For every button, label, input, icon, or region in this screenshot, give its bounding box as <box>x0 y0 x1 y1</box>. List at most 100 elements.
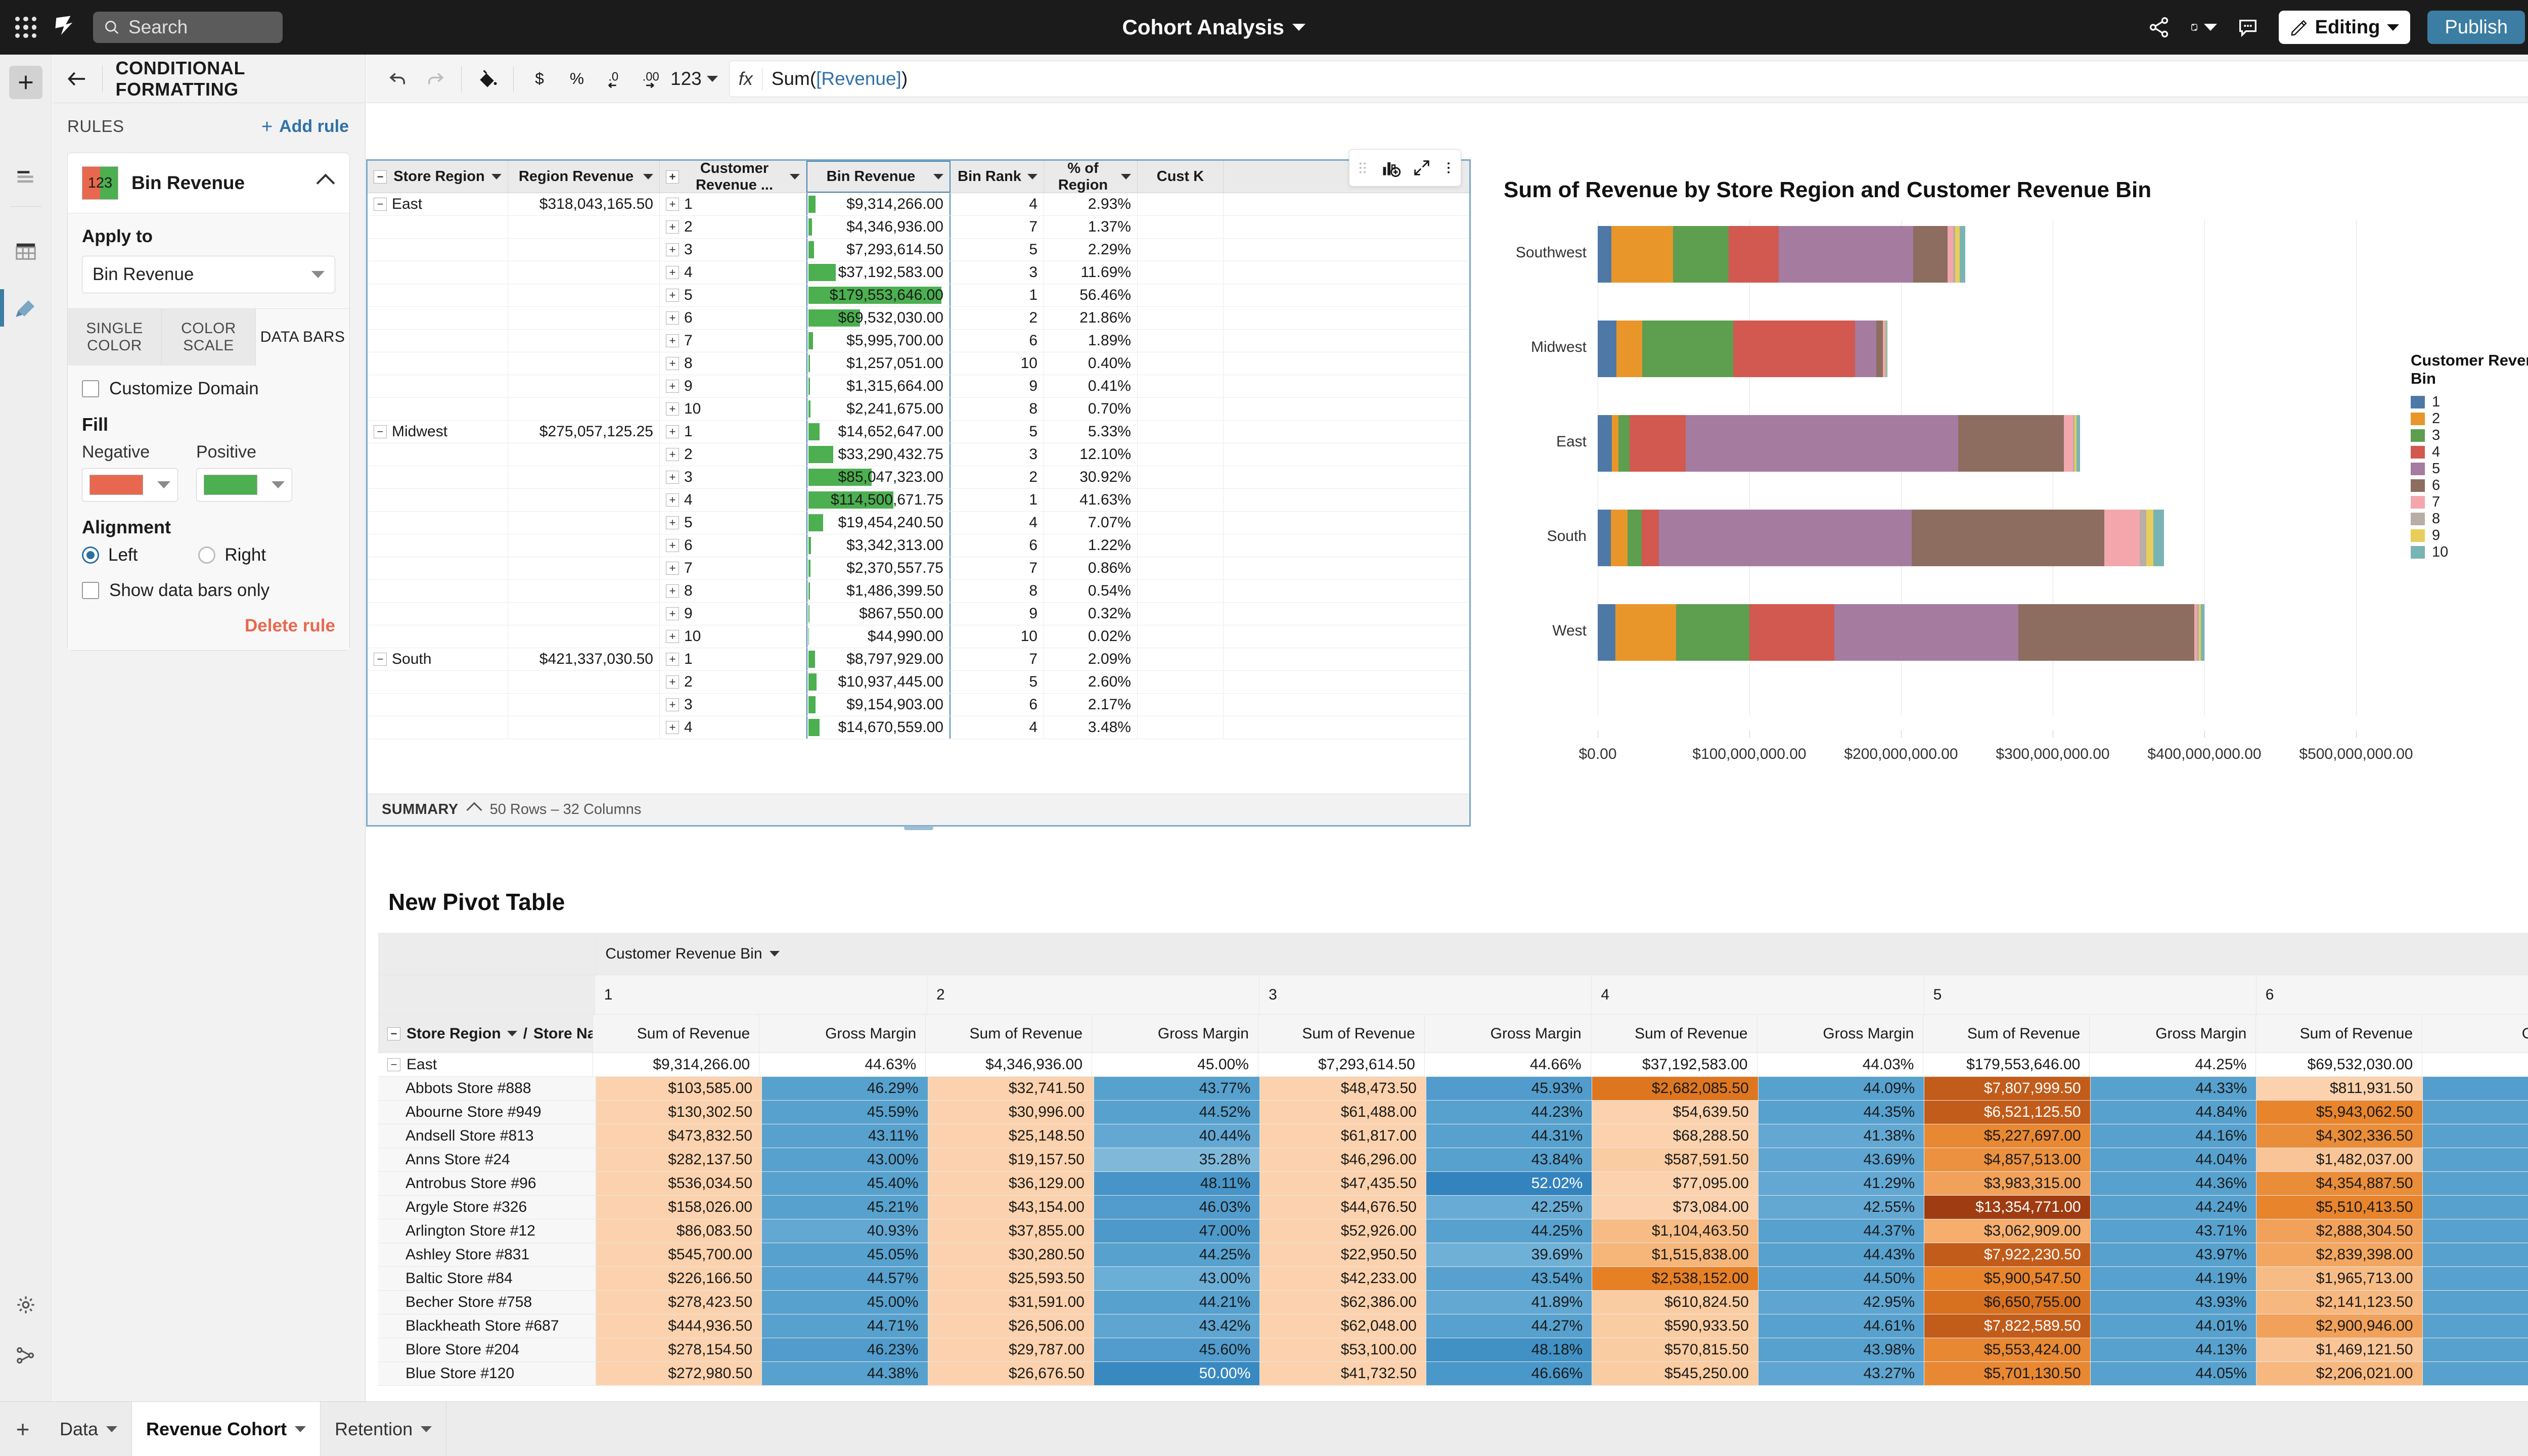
cell-region-revenue[interactable] <box>508 557 660 579</box>
table-row[interactable]: +2 $10,937,445.00 5 2.60% <box>368 671 1469 694</box>
pivot-region-cell[interactable]: − East <box>378 1053 594 1077</box>
pivot-gross-margin-cell[interactable]: 44. <box>2422 1101 2528 1124</box>
cell-bin-revenue[interactable]: $9,314,266.00 <box>806 193 951 215</box>
table-row[interactable]: +6 $3,342,313.00 6 1.22% <box>368 534 1469 557</box>
pivot-store-name[interactable]: Abourne Store #949 <box>378 1101 596 1124</box>
bar-segment-bin-2[interactable] <box>1611 226 1674 283</box>
bar-segment-bin-2[interactable] <box>1611 415 1618 472</box>
table-row[interactable]: +9 $1,315,664.00 9 0.41% <box>368 375 1469 398</box>
share-button[interactable] <box>2145 14 2173 41</box>
pivot-gross-margin-cell[interactable]: 44. <box>2422 1314 2528 1338</box>
pivot-revenue-cell[interactable]: $19,157.50 <box>928 1148 1094 1172</box>
cell-store-region[interactable] <box>368 580 508 602</box>
cell-bin-rank[interactable]: 2 <box>951 466 1044 488</box>
bar-segment-bin-6[interactable] <box>1911 510 2104 566</box>
pivot-revenue-cell[interactable]: $68,288.50 <box>1592 1124 1758 1148</box>
cell-bin-rank[interactable]: 4 <box>951 193 1044 215</box>
bar-segment-bin-2[interactable] <box>1615 604 1677 661</box>
cell-cust-k[interactable] <box>1138 216 1224 238</box>
pivot-revenue-cell[interactable]: $1,469,121.50 <box>2256 1338 2423 1362</box>
chart-bar-southwest[interactable] <box>1598 226 1966 283</box>
pivot-region-value[interactable]: 44.63% <box>759 1053 926 1077</box>
pivot-gross-margin-cell[interactable]: 44.37% <box>1758 1219 1925 1243</box>
pivot-measure-header[interactable]: Sum of Revenue <box>1591 1015 1757 1053</box>
chevron-down-icon[interactable] <box>2203 24 2217 31</box>
pivot-gross-margin-cell[interactable]: 44. <box>2422 1267 2528 1291</box>
search-input[interactable]: Search <box>93 12 283 43</box>
decrease-decimal-button[interactable]: .0 <box>596 60 633 98</box>
pivot-store-name[interactable]: Argyle Store #326 <box>378 1196 596 1219</box>
pivot-gross-margin-cell[interactable]: 41.29% <box>1758 1172 1925 1196</box>
cell-customer-revenue-bin[interactable]: +8 <box>660 352 806 375</box>
bar-segment-bin-8[interactable] <box>1953 226 1955 283</box>
cell-cust-k[interactable] <box>1138 625 1224 648</box>
pivot-revenue-cell[interactable]: $2,888,304.50 <box>2256 1219 2423 1243</box>
pivot-revenue-cell[interactable]: $36,129.00 <box>928 1172 1094 1196</box>
pivot-gross-margin-cell[interactable]: 44. <box>2422 1124 2528 1148</box>
pivot-revenue-cell[interactable]: $536,034.50 <box>596 1172 762 1196</box>
pivot-table-element[interactable]: New Pivot Table Customer Revenue Bin 1 2 3 4… <box>366 882 2528 1401</box>
pivot-revenue-cell[interactable]: $26,676.50 <box>928 1362 1094 1386</box>
table-row[interactable]: +4 $14,670,559.00 4 3.48% <box>368 716 1469 739</box>
pivot-revenue-cell[interactable]: $46,296.00 <box>1260 1148 1426 1172</box>
legend-item-bin-5[interactable]: 5 <box>2411 461 2528 477</box>
legend-item-bin-3[interactable]: 3 <box>2411 427 2528 444</box>
pivot-gross-margin-cell[interactable]: 44. <box>2422 1196 2528 1219</box>
pivot-revenue-cell[interactable]: $86,083.50 <box>596 1219 762 1243</box>
pivot-store-name[interactable]: Arlington Store #12 <box>378 1219 596 1243</box>
pivot-region-value[interactable]: 44.25% <box>2090 1053 2256 1077</box>
pivot-revenue-cell[interactable]: $77,095.00 <box>1592 1172 1758 1196</box>
pivot-revenue-cell[interactable]: $158,026.00 <box>596 1196 762 1219</box>
bar-segment-bin-4[interactable] <box>1629 415 1686 472</box>
pivot-store-row[interactable]: Arlington Store #12 $86,083.50 40.93% $37,8… <box>378 1219 2528 1243</box>
pivot-gross-margin-cell[interactable]: 43.93% <box>2090 1291 2257 1314</box>
pivot-gross-margin-cell[interactable]: 44.36% <box>2090 1172 2257 1196</box>
pivot-bin-header-4[interactable]: 4 <box>1592 975 1924 1015</box>
cell-pct-of-region[interactable]: 11.69% <box>1044 261 1138 284</box>
cell-bin-rank[interactable]: 8 <box>951 580 1044 602</box>
pivot-gross-margin-cell[interactable]: 48.11% <box>1094 1172 1260 1196</box>
cell-store-region[interactable] <box>368 307 508 329</box>
pivot-revenue-cell[interactable]: $1,965,713.00 <box>2256 1267 2423 1291</box>
chevron-down-icon[interactable] <box>933 174 943 179</box>
pivot-measure-header[interactable]: Gross Margin <box>2090 1015 2256 1053</box>
chevron-down-icon[interactable] <box>643 174 653 179</box>
bar-segment-bin-7[interactable] <box>2194 604 2197 661</box>
pivot-store-row[interactable]: Andsell Store #813 $473,832.50 43.11% $25,1… <box>378 1124 2528 1148</box>
table-row[interactable]: +8 $1,257,051.00 10 0.40% <box>368 352 1469 375</box>
tab-single-color[interactable]: SINGLE COLOR <box>68 309 162 366</box>
pivot-gross-margin-cell[interactable]: 44.05% <box>2090 1362 2257 1386</box>
cell-store-region[interactable] <box>368 352 508 375</box>
cell-pct-of-region[interactable]: 0.54% <box>1044 580 1138 602</box>
cell-store-region[interactable] <box>368 239 508 261</box>
pivot-revenue-cell[interactable]: $6,650,755.00 <box>1924 1291 2091 1314</box>
add-element-button[interactable] <box>9 66 42 99</box>
elements-panel-button[interactable] <box>9 235 42 268</box>
cell-region-revenue[interactable] <box>508 603 660 625</box>
table-row[interactable]: +5 $179,553,646.00 1 56.46% <box>368 284 1469 307</box>
cell-bin-revenue[interactable]: $19,454,240.50 <box>806 512 951 534</box>
cell-pct-of-region[interactable]: 2.17% <box>1044 694 1138 716</box>
chevron-down-icon[interactable] <box>790 174 800 179</box>
cell-region-revenue[interactable] <box>508 443 660 466</box>
pivot-gross-margin-cell[interactable]: 44.50% <box>1758 1267 1925 1291</box>
cell-pct-of-region[interactable]: 2.29% <box>1044 239 1138 261</box>
pivot-gross-margin-cell[interactable]: 44.01% <box>2090 1314 2257 1338</box>
cell-pct-of-region[interactable]: 1.89% <box>1044 330 1138 352</box>
pivot-revenue-cell[interactable]: $473,832.50 <box>596 1124 762 1148</box>
bar-segment-bin-7[interactable] <box>2063 415 2073 472</box>
pivot-revenue-cell[interactable]: $5,510,413.50 <box>2256 1196 2423 1219</box>
comments-button[interactable] <box>2234 14 2262 41</box>
cell-bin-rank[interactable]: 1 <box>951 284 1044 306</box>
resize-handle[interactable] <box>904 826 933 830</box>
bar-segment-bin-3[interactable] <box>1673 226 1729 283</box>
cell-customer-revenue-bin[interactable]: +7 <box>660 330 806 352</box>
connections-button[interactable] <box>9 1339 42 1372</box>
pivot-gross-margin-cell[interactable]: 44.27% <box>1426 1314 1593 1338</box>
cell-bin-rank[interactable]: 4 <box>951 512 1044 534</box>
pivot-bin-header-2[interactable]: 2 <box>927 975 1260 1015</box>
pivot-revenue-cell[interactable]: $570,815.50 <box>1592 1338 1758 1362</box>
pivot-gross-margin-cell[interactable]: 42.55% <box>1758 1196 1925 1219</box>
cell-region-revenue[interactable] <box>508 694 660 716</box>
percent-format-button[interactable]: % <box>558 60 596 98</box>
